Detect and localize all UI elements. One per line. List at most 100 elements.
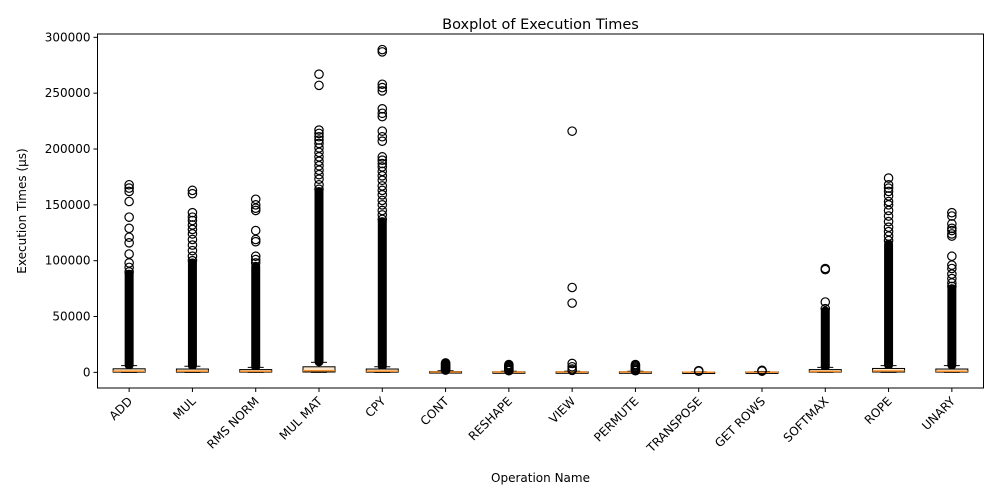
box bbox=[302, 366, 336, 373]
box-group-unary bbox=[935, 207, 969, 373]
outlier-point bbox=[377, 171, 388, 181]
outlier-point bbox=[314, 69, 324, 80]
outlier-point bbox=[250, 258, 261, 268]
outlier-point bbox=[757, 366, 767, 376]
outlier-point bbox=[124, 238, 134, 248]
outlier-point bbox=[567, 298, 577, 308]
outlier-point bbox=[377, 79, 388, 90]
outlier-point bbox=[187, 224, 198, 235]
outlier-point bbox=[377, 131, 388, 142]
outlier-point bbox=[567, 365, 577, 376]
outlier-point bbox=[187, 234, 198, 245]
outlier-point bbox=[124, 186, 134, 197]
box bbox=[872, 367, 906, 373]
x-axis-title: Operation Name bbox=[491, 471, 590, 485]
outlier-point bbox=[883, 179, 894, 190]
outlier-point bbox=[187, 251, 198, 262]
box bbox=[112, 368, 146, 373]
outlier-point bbox=[820, 297, 831, 307]
outlier-point bbox=[187, 245, 198, 256]
outlier-band bbox=[124, 269, 134, 370]
outlier-band bbox=[884, 239, 894, 370]
outlier-point bbox=[883, 216, 894, 227]
outlier-band bbox=[377, 217, 387, 371]
outlier-point bbox=[124, 183, 134, 193]
outlier-point bbox=[947, 207, 957, 218]
box-group-rms-norm bbox=[239, 194, 273, 373]
outlier-band bbox=[251, 261, 261, 372]
outlier-point bbox=[124, 267, 134, 277]
outlier-point bbox=[314, 184, 324, 195]
y-tick-label: 300000 bbox=[45, 30, 91, 44]
outlier-point bbox=[630, 365, 641, 376]
outlier-point bbox=[377, 86, 388, 96]
outlier-point bbox=[187, 188, 198, 199]
box-group-reshape bbox=[492, 359, 526, 376]
box-group-rope bbox=[872, 173, 906, 373]
outlier-point bbox=[947, 281, 957, 292]
outlier-point bbox=[377, 195, 388, 206]
chart-title: Boxplot of Execution Times bbox=[442, 17, 639, 33]
outlier-band bbox=[314, 186, 324, 367]
outlier-point bbox=[883, 231, 894, 241]
outlier-point bbox=[314, 80, 324, 91]
outlier-point bbox=[377, 47, 388, 57]
outlier-point bbox=[377, 152, 388, 162]
box-group-softmax bbox=[808, 263, 842, 373]
outlier-band bbox=[820, 306, 830, 372]
box-group-transpose bbox=[682, 365, 716, 377]
outlier-point bbox=[187, 240, 198, 250]
y-tick-label: 50000 bbox=[52, 310, 90, 324]
axes-frame bbox=[97, 33, 984, 389]
outlier-point bbox=[314, 179, 324, 190]
y-tick-label: 250000 bbox=[45, 86, 91, 100]
outlier-band bbox=[947, 284, 957, 370]
y-tick-label: 150000 bbox=[45, 198, 91, 212]
outlier-point bbox=[567, 282, 577, 293]
outlier-point bbox=[377, 155, 388, 165]
outlier-point bbox=[377, 200, 388, 210]
box-group-get-rows bbox=[745, 365, 779, 376]
outlier-point bbox=[883, 235, 894, 246]
outlier-point bbox=[377, 111, 388, 122]
box-group-add bbox=[112, 179, 146, 373]
outlier-point bbox=[314, 169, 324, 180]
outlier-point bbox=[883, 173, 894, 183]
outlier-band bbox=[187, 258, 197, 371]
outlier-point bbox=[124, 196, 134, 207]
outlier-point bbox=[314, 131, 324, 142]
y-tick-label: 100000 bbox=[45, 254, 91, 268]
y-axis-title: Execution Times (µs) bbox=[15, 148, 29, 273]
outlier-point bbox=[250, 205, 261, 216]
outlier-point bbox=[314, 128, 324, 139]
outlier-point bbox=[250, 200, 261, 210]
outlier-point bbox=[947, 263, 957, 274]
outlier-point bbox=[314, 174, 324, 184]
box-group-mul-mat bbox=[302, 69, 336, 373]
outlier-point bbox=[124, 262, 134, 273]
box-group-cpy bbox=[365, 44, 399, 373]
outlier-point bbox=[883, 200, 894, 210]
outlier-point bbox=[377, 108, 388, 119]
outlier-point bbox=[504, 365, 514, 376]
y-axis: 0 50000 100000 150000 200000 250000 300000 bbox=[45, 30, 98, 379]
box bbox=[935, 368, 969, 373]
outlier-point bbox=[820, 264, 831, 275]
outlier-point bbox=[693, 366, 704, 377]
outlier-point bbox=[820, 303, 831, 314]
outlier-point bbox=[883, 211, 894, 221]
outlier-point bbox=[947, 231, 957, 241]
outlier-point bbox=[947, 219, 957, 229]
outlier-point bbox=[377, 136, 388, 147]
outlier-point bbox=[567, 126, 577, 136]
outlier-point bbox=[883, 186, 894, 197]
outlier-point bbox=[567, 358, 577, 369]
outlier-point bbox=[377, 175, 388, 186]
outlier-point bbox=[377, 190, 388, 200]
plot-area bbox=[112, 44, 969, 377]
y-tick-label: 200000 bbox=[45, 142, 91, 156]
outlier-point bbox=[250, 254, 261, 265]
box-group-view bbox=[555, 126, 589, 376]
outlier-point bbox=[883, 205, 894, 216]
outlier-point bbox=[377, 82, 388, 93]
